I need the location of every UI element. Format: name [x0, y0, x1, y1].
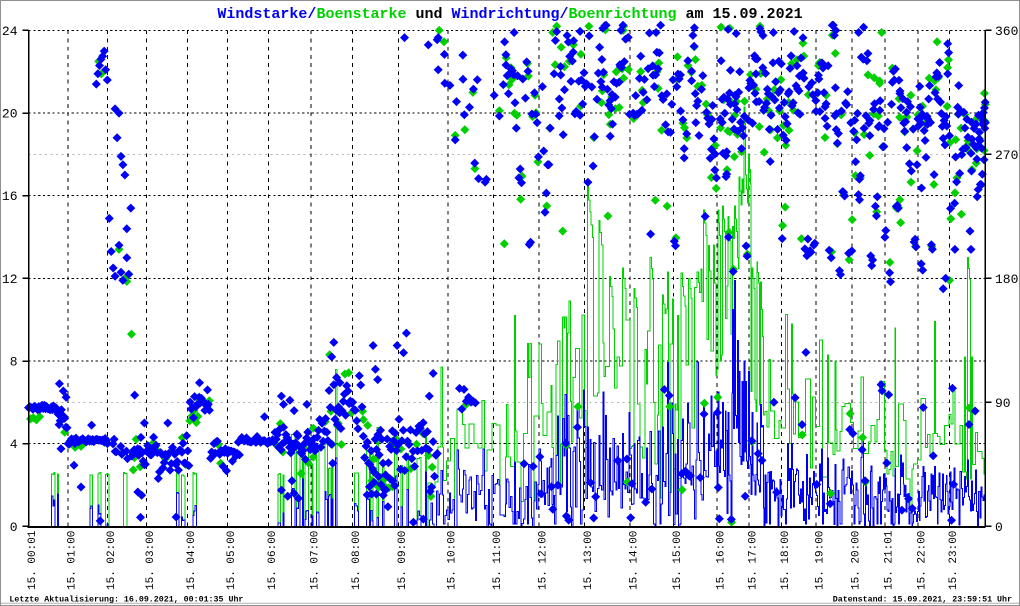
svg-text:90: 90 — [995, 396, 1011, 411]
svg-text:15. 02:00: 15. 02:00 — [106, 531, 118, 590]
svg-text:15. 23:00: 15. 23:00 — [948, 531, 960, 590]
svg-text:15. 05:00: 15. 05:00 — [226, 531, 238, 590]
svg-text:15. 16:00: 15. 16:00 — [715, 531, 727, 590]
svg-text:15. 04:00: 15. 04:00 — [186, 531, 198, 590]
svg-text:15. 09:00: 15. 09:00 — [397, 531, 409, 590]
svg-text:15. 00:01: 15. 00:01 — [27, 530, 39, 590]
svg-text:15. 22:00: 15. 22:00 — [917, 531, 929, 590]
svg-text:15. 19:00: 15. 19:00 — [815, 531, 827, 590]
svg-text:Datenstand: 15.09.2021, 23:59:: Datenstand: 15.09.2021, 23:59:51 Uhr — [833, 594, 1012, 604]
svg-text:Letzte Aktualisierung: 16.09.2: Letzte Aktualisierung: 16.09.2021, 00:01… — [9, 594, 243, 604]
svg-text:15. 15:00: 15. 15:00 — [672, 531, 684, 590]
svg-text:24: 24 — [2, 24, 18, 39]
svg-text:4: 4 — [10, 437, 18, 452]
svg-text:20: 20 — [2, 107, 18, 122]
svg-text:15. 14:00: 15. 14:00 — [629, 531, 641, 590]
svg-text:15. 11:00: 15. 11:00 — [492, 531, 504, 590]
svg-text:0: 0 — [995, 520, 1003, 535]
svg-text:180: 180 — [995, 272, 1018, 287]
svg-text:15. 01:00: 15. 01:00 — [67, 531, 79, 590]
svg-text:12: 12 — [2, 272, 18, 287]
svg-text:360: 360 — [995, 24, 1018, 39]
svg-text:15. 06:00: 15. 06:00 — [267, 531, 279, 590]
svg-text:15. 08:00: 15. 08:00 — [351, 531, 363, 590]
svg-text:15. 21:01: 15. 21:01 — [884, 530, 896, 590]
svg-text:16: 16 — [2, 189, 18, 204]
svg-text:270: 270 — [995, 148, 1018, 163]
svg-text:0: 0 — [10, 520, 18, 535]
svg-text:15. 17:00: 15. 17:00 — [748, 531, 760, 590]
svg-text:Windstarke/Boenstarke und Wind: Windstarke/Boenstarke und Windrichtung/B… — [217, 6, 802, 23]
svg-text:8: 8 — [10, 355, 18, 370]
svg-text:15. 07:00: 15. 07:00 — [310, 531, 322, 590]
svg-text:15. 18:00: 15. 18:00 — [780, 531, 792, 590]
svg-text:15. 12:00: 15. 12:00 — [538, 531, 550, 590]
svg-text:15. 10:00: 15. 10:00 — [447, 531, 459, 590]
svg-text:15. 13:00: 15. 13:00 — [583, 531, 595, 590]
svg-text:15. 20:00: 15. 20:00 — [851, 531, 863, 590]
svg-text:15. 03:00: 15. 03:00 — [145, 531, 157, 590]
